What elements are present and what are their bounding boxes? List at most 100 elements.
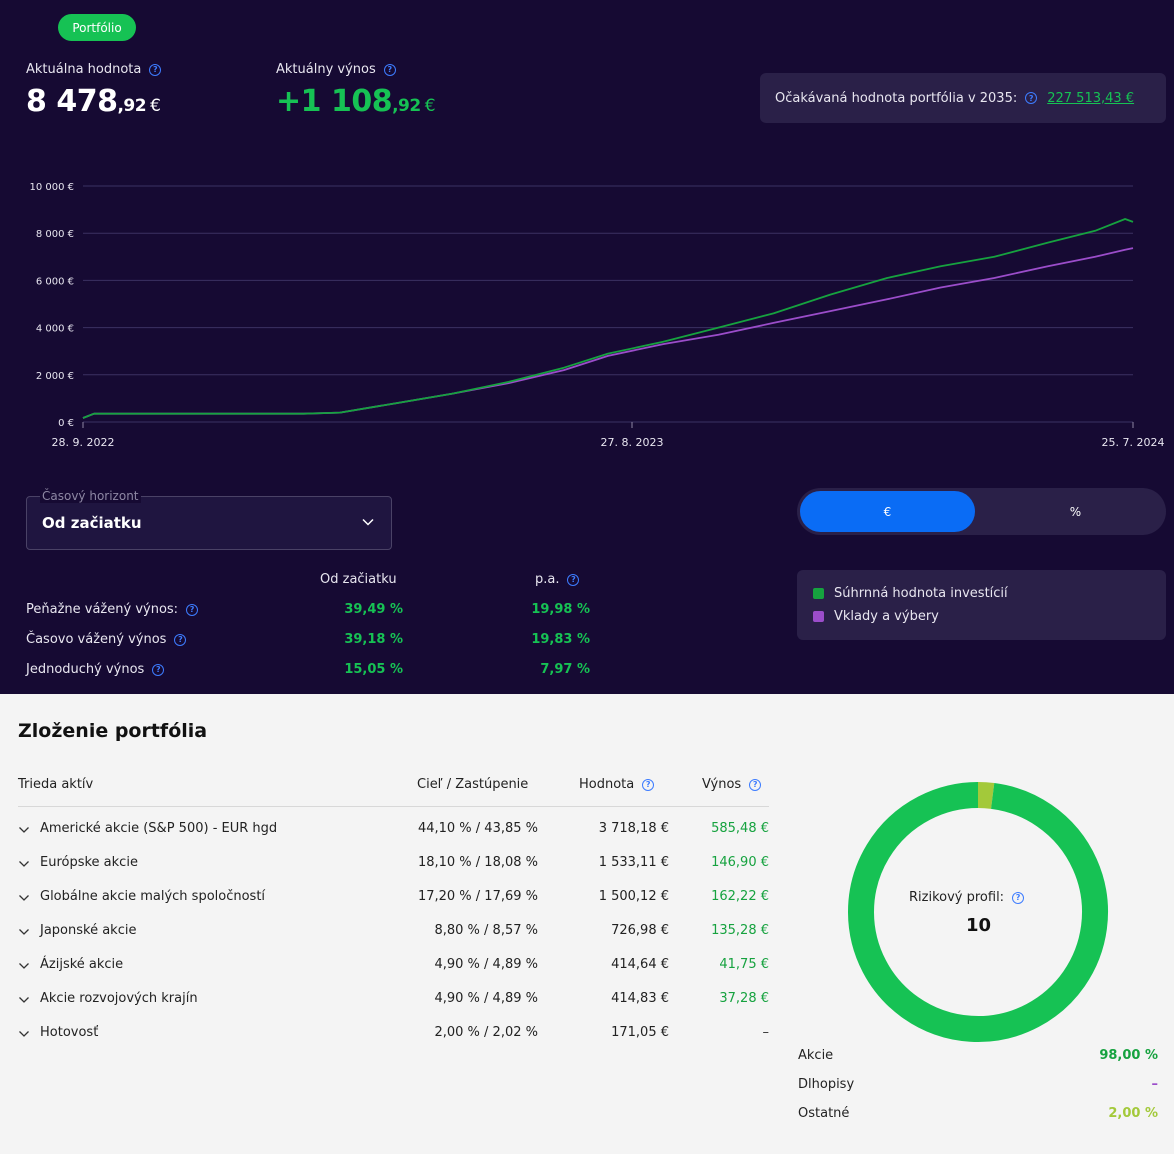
alloc-label-stocks: Akcie bbox=[798, 1048, 834, 1063]
toggle-percent-button[interactable]: % bbox=[1069, 504, 1082, 519]
alloc-label-other: Ostatné bbox=[798, 1106, 850, 1121]
asset-value: 1 533,11 € bbox=[598, 855, 669, 870]
header-yield-wrap: Výnos? bbox=[702, 777, 762, 792]
composition-title: Zloženie portfólia bbox=[18, 720, 208, 742]
y-tick-label: 6 000 € bbox=[36, 276, 74, 287]
header-yield: Výnos bbox=[702, 777, 742, 792]
returns-pa-1: 19,83 % bbox=[531, 632, 590, 647]
chevron-down-icon[interactable] bbox=[18, 960, 30, 972]
asset-target: 4,90 % / 4,89 % bbox=[434, 991, 538, 1006]
current-value-label-wrap: Aktuálna hodnota? bbox=[26, 62, 162, 77]
legend-item-deposits: Vklady a výbery bbox=[813, 609, 939, 624]
header-value-wrap: Hodnota? bbox=[579, 777, 655, 792]
header-divider bbox=[18, 806, 769, 807]
alloc-value-other: 2,00 % bbox=[1108, 1106, 1158, 1121]
returns-total-0: 39,49 % bbox=[344, 602, 403, 617]
help-icon[interactable]: ? bbox=[152, 663, 165, 676]
asset-name: Európske akcie bbox=[40, 855, 138, 870]
asset-yield: – bbox=[762, 1025, 770, 1040]
current-value-cents: ,92 bbox=[117, 96, 147, 116]
help-icon[interactable]: ? bbox=[1025, 92, 1038, 104]
chevron-down-icon[interactable] bbox=[18, 926, 30, 938]
donut-slice bbox=[977, 782, 995, 809]
table-row[interactable]: Hotovosť 2,00 % / 2,02 % 171,05 € – bbox=[18, 1025, 769, 1045]
header-value: Hodnota bbox=[579, 777, 635, 792]
help-icon[interactable]: ? bbox=[1012, 891, 1025, 904]
help-icon[interactable]: ? bbox=[174, 633, 187, 646]
asset-yield: 135,28 € bbox=[711, 923, 769, 938]
chart-legend: Súhrnná hodnota investícií Vklady a výbe… bbox=[797, 570, 1166, 640]
returns-label-1: Časovo vážený výnos bbox=[26, 632, 167, 647]
asset-yield: 585,48 € bbox=[711, 821, 769, 836]
x-tick-label: 25. 7. 2024 bbox=[1102, 436, 1165, 449]
alloc-value-bonds: – bbox=[1151, 1077, 1159, 1092]
returns-col-total: Od začiatku bbox=[320, 572, 397, 587]
time-horizon-label: Časový horizont bbox=[40, 489, 141, 503]
help-icon[interactable]: ? bbox=[642, 778, 655, 791]
help-icon[interactable]: ? bbox=[186, 603, 199, 616]
table-row[interactable]: Ázijské akcie 4,90 % / 4,89 % 414,64 € 4… bbox=[18, 957, 769, 977]
asset-value: 1 500,12 € bbox=[598, 889, 669, 904]
alloc-value-stocks: 98,00 % bbox=[1099, 1048, 1158, 1063]
legend-label-total: Súhrnná hodnota investícií bbox=[834, 586, 1008, 601]
chevron-down-icon[interactable] bbox=[18, 994, 30, 1006]
table-row[interactable]: Americké akcie (S&P 500) - EUR hgd 44,10… bbox=[18, 821, 769, 841]
current-yield-currency: € bbox=[424, 96, 436, 116]
asset-yield: 146,90 € bbox=[711, 855, 769, 870]
current-value-main: 8 478 bbox=[26, 84, 118, 119]
asset-target: 2,00 % / 2,02 % bbox=[434, 1025, 538, 1040]
asset-name: Ázijské akcie bbox=[40, 957, 124, 972]
help-icon[interactable]: ? bbox=[383, 63, 396, 76]
chevron-down-icon[interactable] bbox=[18, 1028, 30, 1040]
returns-row-label: Jednoduchý výnos? bbox=[26, 662, 165, 677]
risk-profile-label: Rizikový profil: bbox=[909, 890, 1005, 905]
y-tick-label: 10 000 € bbox=[29, 182, 74, 193]
current-yield-label-wrap: Aktuálny výnos? bbox=[276, 62, 396, 77]
asset-yield: 41,75 € bbox=[719, 957, 769, 972]
time-horizon-select[interactable] bbox=[26, 496, 392, 550]
asset-name: Hotovosť bbox=[40, 1025, 99, 1040]
table-row[interactable]: Japonské akcie 8,80 % / 8,57 % 726,98 € … bbox=[18, 923, 769, 943]
returns-total-1: 39,18 % bbox=[344, 632, 403, 647]
header-asset-class: Trieda aktív bbox=[18, 777, 94, 792]
current-yield-cents: ,92 bbox=[392, 96, 421, 116]
y-tick-label: 4 000 € bbox=[36, 324, 74, 335]
portfolio-line-chart: 10 000 € 8 000 € 6 000 € 4 000 € 2 000 € 0 € 2… bbox=[29, 182, 1165, 449]
help-icon[interactable]: ? bbox=[749, 778, 762, 791]
asset-target: 17,20 % / 17,69 % bbox=[417, 889, 538, 904]
help-icon[interactable]: ? bbox=[149, 63, 162, 76]
chevron-down-icon[interactable] bbox=[18, 892, 30, 904]
table-row[interactable]: Európske akcie 18,10 % / 18,08 % 1 533,1… bbox=[18, 855, 769, 875]
alloc-label-bonds: Dlhopisy bbox=[798, 1077, 855, 1092]
help-icon[interactable]: ? bbox=[567, 573, 580, 586]
chevron-down-icon[interactable] bbox=[18, 858, 30, 870]
series-line bbox=[82, 247, 1134, 419]
asset-value: 726,98 € bbox=[611, 923, 669, 938]
asset-target: 8,80 % / 8,57 % bbox=[434, 923, 538, 938]
portfolio-pill[interactable]: Portfólio bbox=[58, 14, 136, 41]
expected-value-link[interactable]: 227 513,43 € bbox=[1047, 90, 1135, 106]
table-row[interactable]: Akcie rozvojových krajín 4,90 % / 4,89 %… bbox=[18, 991, 769, 1011]
asset-name: Japonské akcie bbox=[40, 923, 137, 938]
returns-label-0: Peňažne vážený výnos: bbox=[26, 602, 179, 617]
risk-profile-label-wrap: Rizikový profil:? bbox=[909, 890, 1025, 905]
chevron-down-icon[interactable] bbox=[361, 515, 375, 529]
current-value-currency: € bbox=[150, 96, 161, 116]
table-row[interactable]: Globálne akcie malých spoločností 17,20 … bbox=[18, 889, 769, 909]
current-value-label: Aktuálna hodnota bbox=[26, 62, 142, 77]
time-horizon-value[interactable]: Od začiatku bbox=[42, 514, 142, 532]
composition-panel bbox=[0, 694, 1174, 1154]
returns-pa-2: 7,97 % bbox=[540, 662, 590, 677]
legend-swatch-purple bbox=[813, 611, 824, 622]
y-tick-label: 0 € bbox=[58, 418, 74, 429]
legend-item-total: Súhrnná hodnota investícií bbox=[813, 586, 1008, 601]
series-line bbox=[82, 218, 1134, 419]
asset-value: 3 718,18 € bbox=[598, 821, 669, 836]
legend-label-deposits: Vklady a výbery bbox=[834, 609, 939, 624]
returns-pa-0: 19,98 % bbox=[531, 602, 590, 617]
toggle-eur-button[interactable]: € bbox=[800, 491, 975, 532]
chevron-down-icon[interactable] bbox=[18, 824, 30, 836]
current-yield-label: Aktuálny výnos bbox=[276, 62, 376, 77]
donut-slice bbox=[848, 782, 1108, 1042]
asset-name: Globálne akcie malých spoločností bbox=[40, 889, 266, 904]
